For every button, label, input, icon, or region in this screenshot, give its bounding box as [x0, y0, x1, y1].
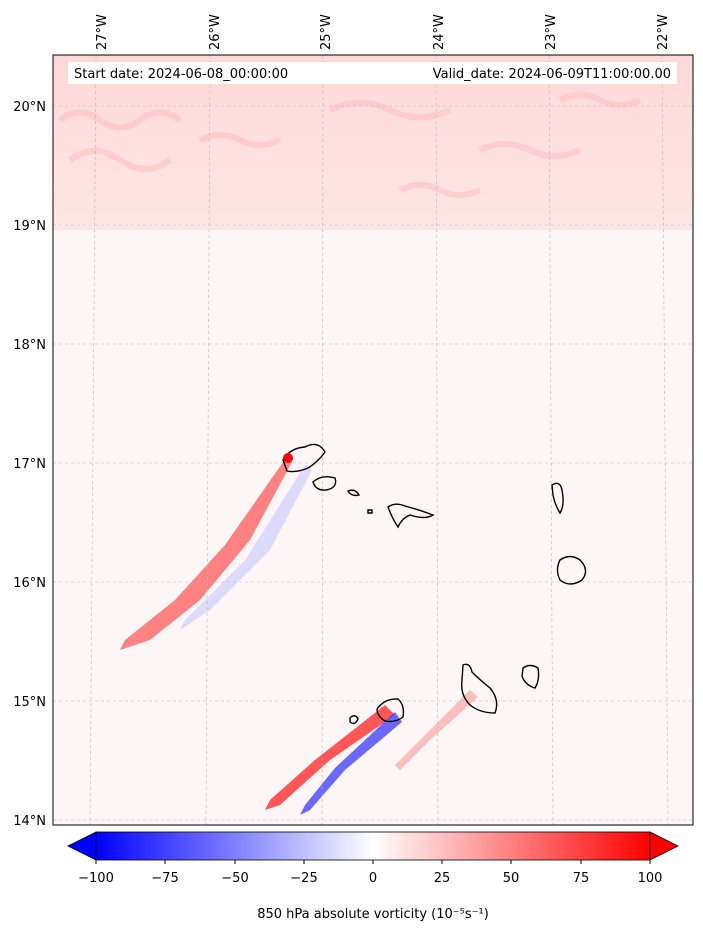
- valid-date-label: Valid_date: 2024-06-09T11:00:00.00: [433, 67, 671, 82]
- lon-label: 27°W: [95, 14, 110, 50]
- map-panel: [53, 55, 693, 825]
- island-sao-nicolau: [387, 503, 435, 529]
- lat-label: 20°N: [13, 100, 46, 115]
- colorbar-extend-min: [67, 831, 97, 861]
- santo-antao-negative-wake: [180, 465, 312, 630]
- header-box: [68, 62, 677, 84]
- northern-band-texture: [58, 92, 642, 198]
- island-branco: [367, 509, 373, 514]
- gridlines: [53, 55, 693, 825]
- fogo-positive-wake: [265, 705, 395, 810]
- island-maio: [521, 664, 540, 689]
- colorbar-tick-label: 0: [369, 871, 377, 886]
- lon-label: 26°W: [208, 14, 223, 50]
- colorbar-extend-max: [649, 831, 679, 861]
- colorbar-tick-label: −50: [221, 871, 248, 886]
- map-frame: [52, 54, 694, 826]
- lat-label: 15°N: [13, 695, 46, 710]
- northern-vorticity-band: [53, 55, 693, 230]
- lon-label: 22°W: [656, 14, 671, 50]
- lon-label: 25°W: [319, 14, 334, 50]
- colorbar-label: 850 hPa absolute vorticity (10⁻⁵s⁻¹): [257, 907, 489, 922]
- fogo-negative-wake: [300, 712, 402, 815]
- colorbar-tick-label: −100: [78, 871, 114, 886]
- island-santiago: [460, 663, 498, 714]
- colorbar-tick-label: 100: [638, 871, 663, 886]
- lon-label: 24°W: [432, 14, 447, 50]
- colorbar: −100 −75 −50 −25 0 25 50 75 100 850 hPa …: [67, 831, 679, 922]
- lat-label: 19°N: [13, 219, 46, 234]
- santo-antao-vortex-peak: [283, 453, 293, 463]
- colorbar-body: [95, 831, 651, 861]
- island-brava: [349, 715, 359, 725]
- lat-label: 16°N: [13, 576, 46, 591]
- start-date-label: Start date: 2024-06-08_00:00:00: [74, 67, 288, 82]
- island-sal: [551, 482, 564, 515]
- colorbar-tick-label: 25: [434, 871, 451, 886]
- longitude-labels: 27°W 26°W 25°W 24°W 23°W 22°W: [95, 14, 671, 50]
- island-santo-antao: [282, 443, 326, 473]
- lat-label: 14°N: [13, 814, 46, 829]
- lat-label: 17°N: [13, 457, 46, 472]
- lon-label: 23°W: [544, 14, 559, 50]
- coastlines: [282, 443, 587, 725]
- colorbar-tick-label: 50: [503, 871, 520, 886]
- lat-label: 18°N: [13, 338, 46, 353]
- colorbar-tick-label: −25: [290, 871, 317, 886]
- santo-antao-positive-wake: [120, 458, 292, 650]
- island-santa-luzia: [346, 489, 361, 497]
- colorbar-tick-label: −75: [151, 871, 178, 886]
- colorbar-ticks: [95, 860, 651, 864]
- latitude-labels: 20°N 19°N 18°N 17°N 16°N 15°N 14°N: [13, 100, 46, 829]
- island-fogo: [376, 698, 405, 723]
- santiago-wake: [395, 690, 478, 770]
- island-sao-vicente: [312, 475, 337, 491]
- island-boa-vista: [556, 555, 587, 585]
- colorbar-tick-label: 75: [573, 871, 590, 886]
